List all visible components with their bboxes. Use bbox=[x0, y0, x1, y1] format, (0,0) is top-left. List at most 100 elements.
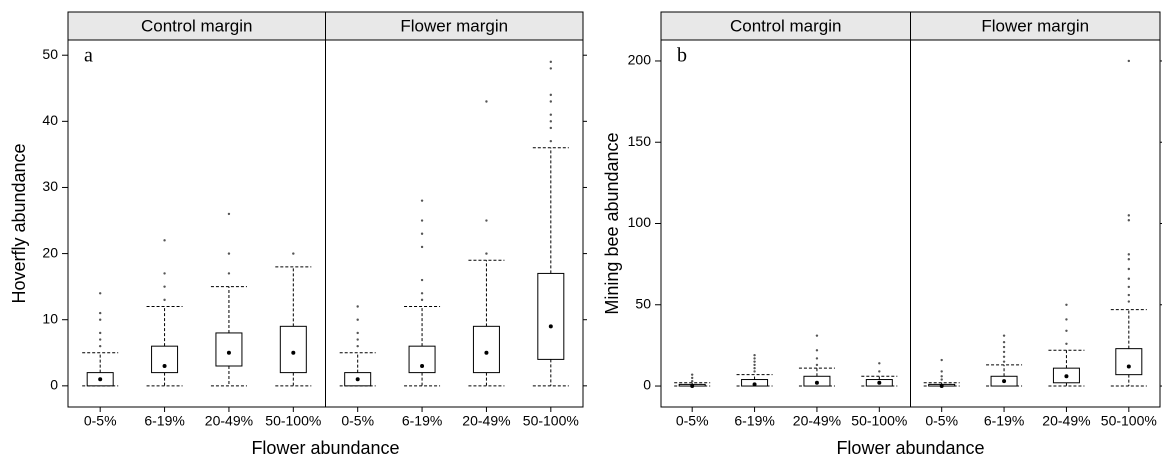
x-tick-label: 0-5% bbox=[676, 413, 709, 429]
outlier bbox=[98, 292, 102, 295]
x-tick-label: 6-19% bbox=[144, 413, 184, 429]
x-tick-label: 20-49% bbox=[462, 413, 510, 429]
outlier bbox=[753, 353, 756, 357]
outlier bbox=[815, 349, 819, 352]
outlier bbox=[485, 219, 488, 222]
x-axis-title: Flower abundance bbox=[251, 438, 399, 458]
outlier bbox=[815, 334, 819, 337]
outlier bbox=[549, 113, 553, 116]
y-tick-label: 0 bbox=[643, 377, 651, 393]
outlier bbox=[753, 357, 756, 360]
median-dot bbox=[877, 380, 882, 385]
outlier bbox=[878, 362, 881, 365]
outlier bbox=[227, 212, 231, 216]
x-tick-label: 50-100% bbox=[1101, 413, 1157, 429]
median-dot bbox=[814, 380, 819, 385]
y-tick-label: 150 bbox=[628, 133, 652, 149]
outlier bbox=[753, 366, 756, 370]
outlier bbox=[690, 379, 694, 383]
y-tick-label: 10 bbox=[42, 310, 58, 326]
x-axis-title: Flower abundance bbox=[836, 438, 984, 458]
y-tick-label: 20 bbox=[42, 244, 58, 260]
box bbox=[472, 325, 500, 374]
median-dot bbox=[1126, 364, 1131, 369]
outlier bbox=[98, 344, 102, 348]
box bbox=[151, 345, 179, 374]
outlier bbox=[420, 245, 424, 249]
outlier bbox=[1127, 59, 1131, 63]
outlier bbox=[1127, 214, 1131, 217]
outlier bbox=[753, 370, 756, 373]
outlier bbox=[420, 298, 424, 302]
outlier bbox=[549, 67, 553, 70]
median-dot bbox=[752, 382, 757, 387]
outlier bbox=[1127, 253, 1131, 256]
x-tick-label: 6-19% bbox=[402, 413, 442, 429]
outlier bbox=[940, 358, 943, 362]
outlier bbox=[940, 370, 943, 373]
box bbox=[408, 345, 436, 374]
x-tick-label: 0-5% bbox=[925, 413, 958, 429]
y-tick-label: 200 bbox=[628, 52, 652, 68]
y-tick-label: 30 bbox=[42, 178, 58, 194]
outlier bbox=[1127, 219, 1131, 222]
outlier bbox=[356, 344, 359, 348]
outlier bbox=[356, 338, 359, 341]
outlier bbox=[356, 318, 359, 321]
x-tick-label: 0-5% bbox=[84, 413, 117, 429]
median-dot bbox=[1064, 374, 1069, 379]
outlier bbox=[98, 311, 102, 315]
median-dot bbox=[355, 377, 360, 382]
x-tick-label: 20-49% bbox=[205, 413, 253, 429]
outlier bbox=[753, 360, 756, 363]
outlier bbox=[549, 60, 553, 64]
x-tick-label: 20-49% bbox=[793, 413, 841, 429]
outlier bbox=[163, 272, 166, 275]
outlier bbox=[485, 100, 488, 103]
x-tick-label: 50-100% bbox=[523, 413, 579, 429]
outlier bbox=[1065, 329, 1068, 332]
outlier bbox=[549, 93, 553, 97]
outlier bbox=[1002, 340, 1006, 344]
outlier bbox=[227, 252, 231, 255]
outlier bbox=[549, 126, 553, 130]
outlier bbox=[420, 292, 424, 295]
outlier bbox=[1127, 285, 1131, 289]
y-axis-title: Mining bee abundance bbox=[602, 132, 622, 314]
outlier bbox=[163, 298, 166, 302]
outlier bbox=[292, 252, 295, 255]
outlier bbox=[1002, 350, 1006, 354]
panel-label: a bbox=[84, 45, 93, 67]
outlier bbox=[420, 278, 424, 282]
outlier bbox=[1002, 334, 1006, 337]
median-dot bbox=[939, 384, 944, 389]
box bbox=[215, 332, 243, 367]
box bbox=[537, 272, 565, 360]
strip-title: Flower margin bbox=[981, 16, 1089, 35]
outlier bbox=[815, 363, 819, 367]
outlier bbox=[163, 285, 166, 288]
outlier bbox=[163, 239, 166, 242]
outlier bbox=[98, 331, 102, 335]
outlier bbox=[1127, 258, 1131, 261]
median-dot bbox=[226, 350, 231, 355]
outlier bbox=[1127, 267, 1131, 271]
y-tick-label: 100 bbox=[628, 214, 652, 230]
outlier bbox=[98, 338, 102, 341]
median-dot bbox=[484, 350, 489, 355]
median-dot bbox=[1002, 379, 1007, 384]
outlier bbox=[420, 219, 424, 222]
y-tick-label: 40 bbox=[42, 112, 58, 128]
x-tick-label: 6-19% bbox=[984, 413, 1024, 429]
outlier bbox=[420, 232, 424, 235]
outlier bbox=[485, 252, 488, 255]
x-tick-label: 6-19% bbox=[734, 413, 774, 429]
outlier bbox=[940, 375, 943, 378]
strip-title: Flower margin bbox=[400, 16, 508, 35]
outlier bbox=[98, 318, 102, 321]
outlier bbox=[227, 272, 231, 275]
median-dot bbox=[162, 364, 167, 369]
median-dot bbox=[98, 377, 103, 382]
median-dot bbox=[690, 384, 695, 389]
y-tick-label: 50 bbox=[635, 295, 651, 311]
